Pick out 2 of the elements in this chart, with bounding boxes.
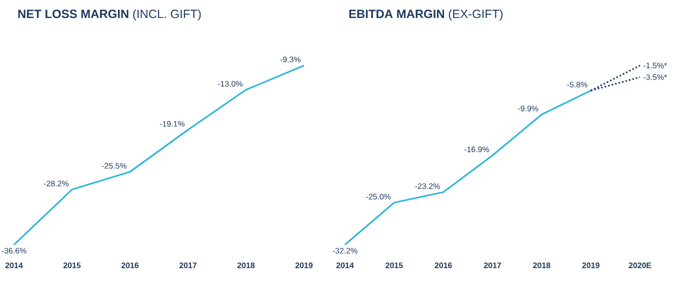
chart-title: EBITDA MARGIN (EX-GIFT): [349, 9, 503, 20]
chart-title: NET LOSS MARGIN (INCL. GIFT): [18, 9, 201, 20]
